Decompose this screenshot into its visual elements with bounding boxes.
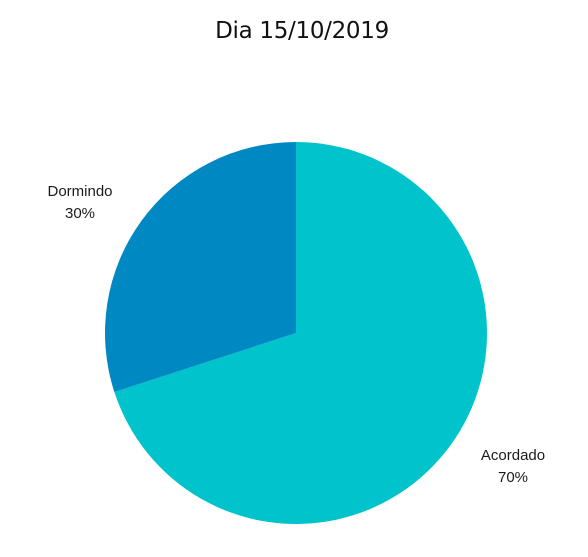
slice-label-acordado: Acordado 70% [453, 445, 573, 489]
pie-slice-acordado [114, 142, 487, 524]
slice-category-acordado: Acordado [480, 447, 546, 464]
pie-slice-dormindo [104, 142, 296, 393]
slice-value-acordado: 70% [497, 469, 529, 486]
slice-category-dormindo: Dormindo [47, 183, 113, 200]
chart-title: Dia 15/10/2019 [215, 18, 389, 44]
slice-label-dormindo: Dormindo 30% [20, 181, 140, 225]
slice-value-dormindo: 30% [64, 205, 96, 222]
